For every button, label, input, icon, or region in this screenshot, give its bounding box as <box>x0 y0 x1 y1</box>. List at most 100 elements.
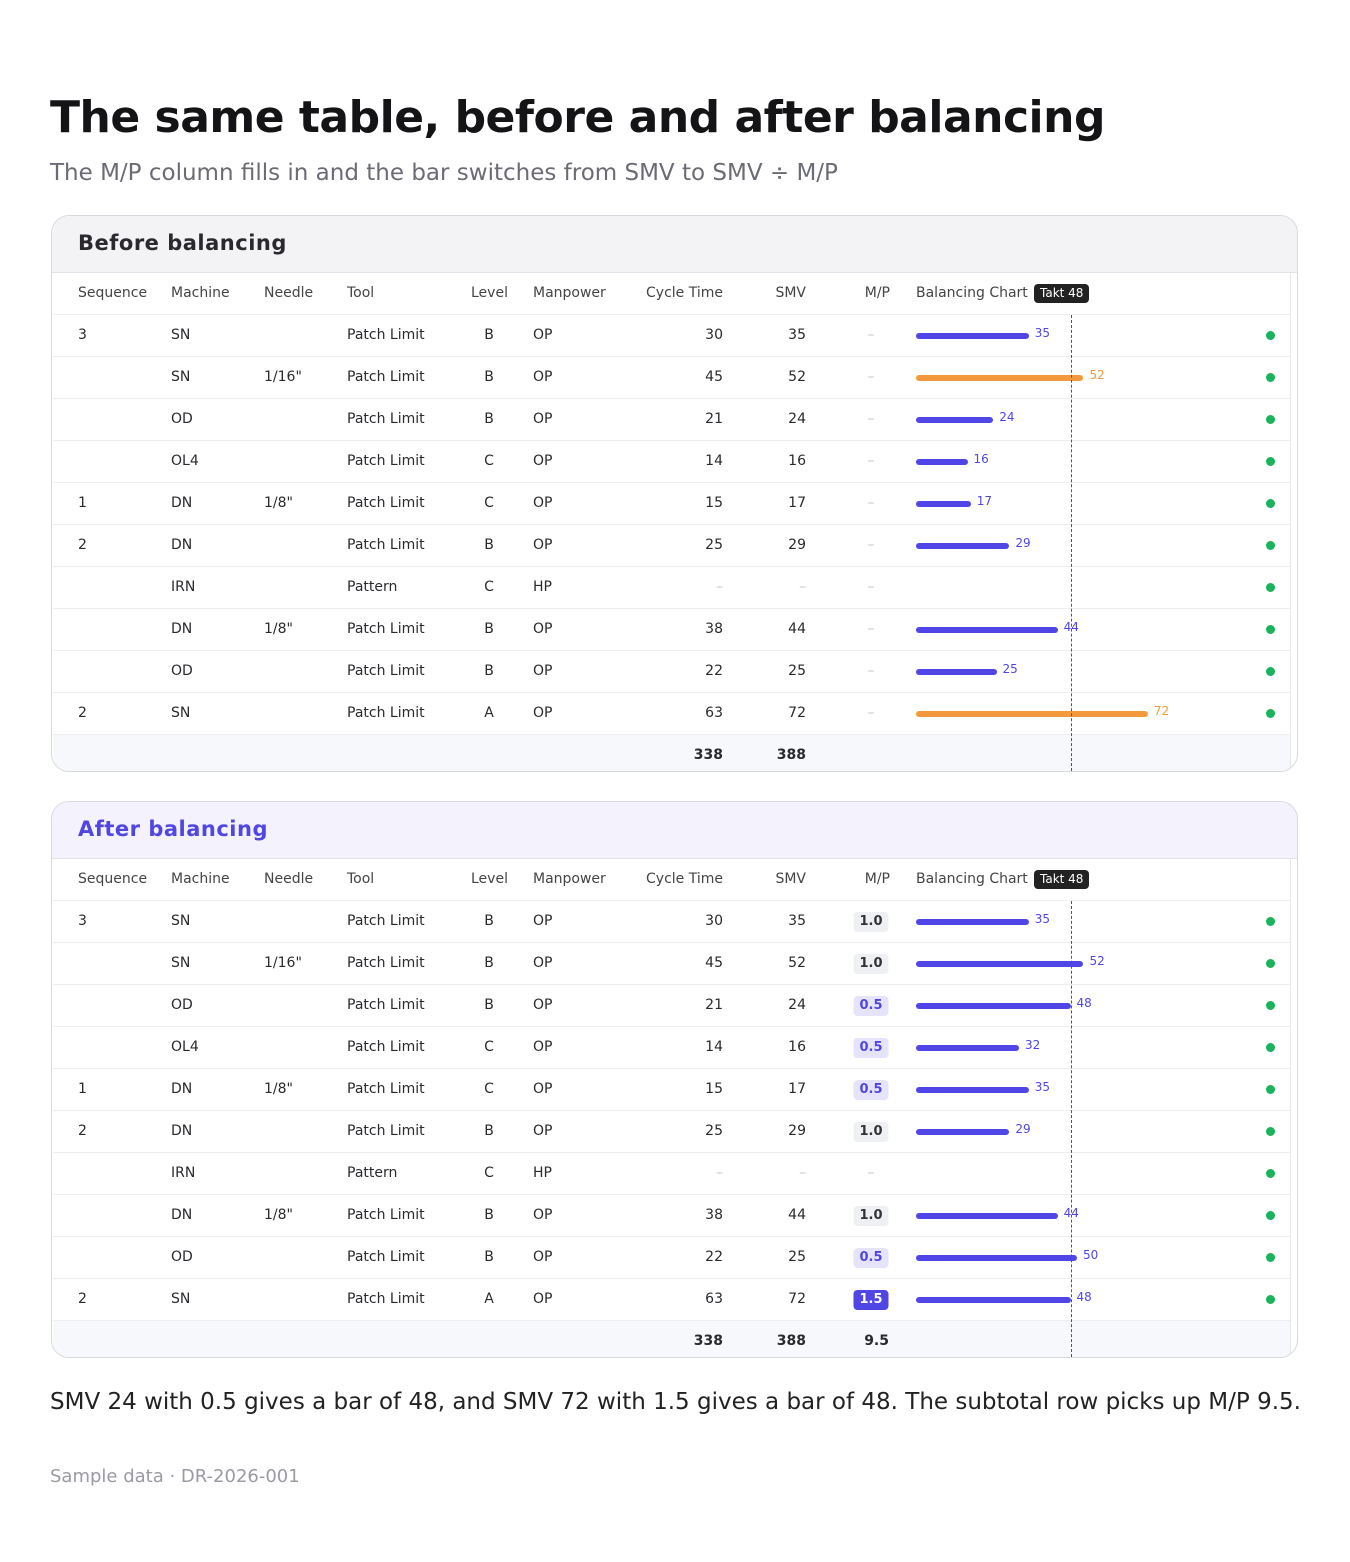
status-dot <box>1266 1253 1275 1262</box>
bar-label: 48 <box>1076 1290 1092 1304</box>
bar <box>916 1129 1010 1135</box>
cell-smv: 16 <box>788 453 806 469</box>
cell-machine: DN <box>171 1123 193 1139</box>
cell-cycle: 14 <box>705 453 723 469</box>
cell-smv: 29 <box>788 537 806 553</box>
status-dot <box>1266 709 1275 718</box>
table-row: IRN Pattern C HP – – – <box>53 1153 1290 1195</box>
bar <box>916 1255 1077 1261</box>
totals-row: 338 388 9.5 <box>53 1321 1290 1357</box>
cell-smv: 24 <box>788 411 806 427</box>
cell-machine: IRN <box>171 579 196 595</box>
cell-machine: SN <box>171 705 191 721</box>
total-mp: 9.5 <box>864 1333 889 1349</box>
bar <box>916 919 1029 925</box>
cell-cycle: 30 <box>705 327 723 343</box>
cell-level: C <box>484 579 494 595</box>
bar-label: 17 <box>976 494 993 508</box>
cell-tool: Patch Limit <box>347 411 425 427</box>
status-dot <box>1266 415 1275 424</box>
totals-row: 338 388 <box>53 735 1290 771</box>
bar-label: 29 <box>1015 1122 1031 1136</box>
takt-badge: Takt 48 <box>1034 284 1090 303</box>
cell-level: A <box>484 705 494 721</box>
cell-smv: 44 <box>788 1207 806 1223</box>
cell-tool: Patch Limit <box>347 663 425 679</box>
cell-machine: SN <box>171 955 191 971</box>
table: Sequence Machine Needle Tool Level Manpower Cy… <box>53 859 1291 1357</box>
cell-machine: SN <box>171 913 191 929</box>
cell-cycle: 14 <box>705 1039 723 1055</box>
cell-cycle: 25 <box>705 1123 723 1139</box>
cell-mp: – <box>867 705 875 721</box>
cell-seq: 1 <box>78 495 87 511</box>
status-dot <box>1266 1211 1275 1220</box>
cell-tool: Patch Limit <box>347 369 425 385</box>
cell-manpower: OP <box>533 1123 553 1139</box>
cell-machine: SN <box>171 369 191 385</box>
cell-needle: 1/8" <box>264 495 293 511</box>
bar <box>916 1045 1020 1051</box>
mp-badge: 0.5 <box>853 1248 889 1268</box>
cell-seq: 2 <box>78 1291 87 1307</box>
total-smv: 388 <box>776 1333 806 1349</box>
cell-tool: Patch Limit <box>347 705 425 721</box>
cell-level: B <box>484 1207 494 1223</box>
table-row: DN 1/8" Patch Limit B OP 38 44–44 <box>53 609 1290 651</box>
cell-tool: Patch Limit <box>347 495 425 511</box>
bar-label: 52 <box>1089 954 1105 968</box>
cell-machine: DN <box>171 495 193 511</box>
cell-cycle: 21 <box>705 411 723 427</box>
cell-level: B <box>484 537 494 553</box>
cell-mp: – <box>867 1165 875 1181</box>
cell-mp: – <box>867 621 875 637</box>
cell-needle: 1/8" <box>264 1207 293 1223</box>
cell-manpower: OP <box>533 369 553 385</box>
bar <box>916 1087 1029 1093</box>
cell-mp: – <box>867 369 875 385</box>
cell-seq: 3 <box>78 327 87 343</box>
cell-smv: 24 <box>788 997 806 1013</box>
bar-label: 48 <box>1076 996 1092 1010</box>
cell-tool: Patch Limit <box>347 327 425 343</box>
status-dot <box>1266 667 1275 676</box>
table-row: 1 DN 1/8" Patch Limit C OP 15 17 0.5 35 <box>53 1069 1290 1111</box>
table-row: DN 1/8" Patch Limit B OP 38 44 1.0 44 <box>53 1195 1290 1237</box>
table-row: 2 DN Patch Limit B OP 25 29 1.0 29 <box>53 1111 1290 1153</box>
column-header: Manpower <box>533 871 606 887</box>
cell-smv: 35 <box>788 913 806 929</box>
column-header: Sequence <box>78 285 148 301</box>
bar <box>916 1213 1058 1219</box>
cell-cycle: – <box>716 1165 723 1181</box>
table-row: 2 DN Patch Limit B OP 25 29 – 29 <box>53 525 1290 567</box>
cell-level: C <box>484 453 494 469</box>
cell-level: B <box>484 663 494 679</box>
cell-manpower: OP <box>533 955 553 971</box>
cell-smv: 17 <box>788 495 806 511</box>
cell-level: B <box>484 411 494 427</box>
cell-smv: – <box>799 579 806 595</box>
status-dot <box>1266 373 1275 382</box>
cell-machine: OL4 <box>171 453 199 469</box>
cell-smv: 17 <box>788 1081 806 1097</box>
cell-seq: 3 <box>78 913 87 929</box>
cell-manpower: OP <box>533 663 553 679</box>
table-row: 3 SN Patch Limit B OP 30 35 1.0 35 <box>53 901 1290 943</box>
status-dot <box>1266 541 1275 550</box>
cell-machine: OD <box>171 997 193 1013</box>
status-dot <box>1266 1001 1275 1010</box>
cell-tool: Patch Limit <box>347 537 425 553</box>
cell-machine: SN <box>171 327 191 343</box>
cell-level: C <box>484 1039 494 1055</box>
cell-smv: 25 <box>788 663 806 679</box>
page-subtitle: The M/P column fills in and the bar swit… <box>50 160 838 186</box>
cell-cycle: 22 <box>705 1249 723 1265</box>
cell-cycle: 63 <box>705 1291 723 1307</box>
mp-badge: 0.5 <box>853 996 889 1016</box>
status-dot <box>1266 625 1275 634</box>
cell-needle: 1/8" <box>264 1081 293 1097</box>
column-header: Cycle Time <box>646 871 723 887</box>
column-header: M/P <box>864 285 890 301</box>
cell-seq: 2 <box>78 537 87 553</box>
status-dot <box>1266 499 1275 508</box>
